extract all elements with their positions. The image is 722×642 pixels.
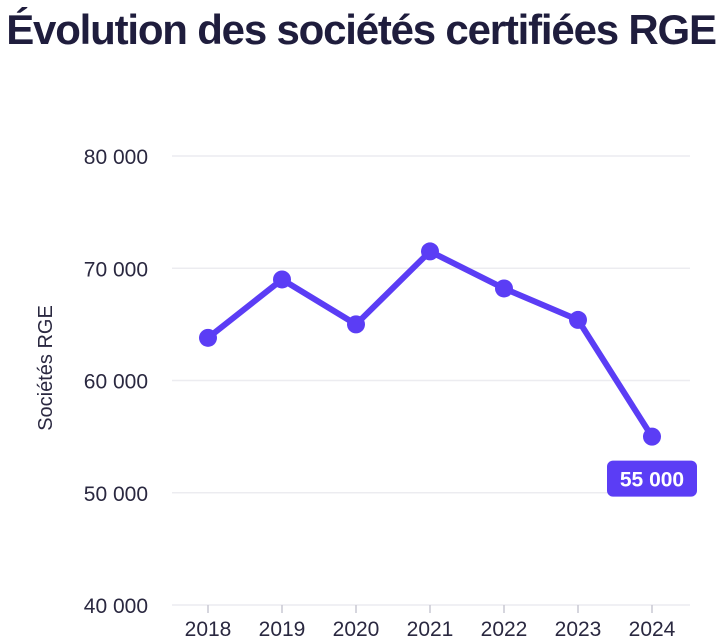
data-point [569, 310, 587, 329]
y-tick-label: 50 000 [84, 483, 148, 506]
data-point [347, 315, 365, 334]
x-tick-label: 2021 [407, 618, 454, 641]
x-tick-label: 2019 [259, 618, 306, 641]
data-point [273, 270, 291, 289]
x-axis-ticks: 2018 2019 2020 2021 2022 2023 2024 [185, 605, 676, 641]
value-callout-background [607, 460, 697, 497]
data-point [421, 242, 439, 261]
data-point [643, 427, 661, 446]
y-tick-label: 40 000 [84, 595, 148, 618]
value-callout-label: 55 000 [620, 469, 684, 492]
x-tick-label: 2020 [333, 618, 380, 641]
y-tick-label: 70 000 [84, 258, 148, 281]
y-tick-label: 80 000 [84, 146, 148, 169]
value-callout: 55 000 [607, 460, 697, 497]
x-tick-label: 2024 [629, 618, 676, 641]
series-layer [199, 242, 661, 446]
y-axis-label: Sociétés RGE [35, 305, 57, 431]
y-axis-ticks: 40 000 50 000 60 000 70 000 80 000 [84, 146, 148, 618]
data-point [199, 328, 217, 347]
x-tick-label: 2018 [185, 618, 232, 641]
x-tick-label: 2023 [555, 618, 602, 641]
gridlines [172, 155, 690, 606]
chart-title: Évolution des sociétés certifiées RGE [6, 6, 717, 53]
y-tick-label: 60 000 [84, 371, 148, 394]
data-point [495, 279, 513, 298]
x-tick-label: 2022 [481, 618, 528, 641]
